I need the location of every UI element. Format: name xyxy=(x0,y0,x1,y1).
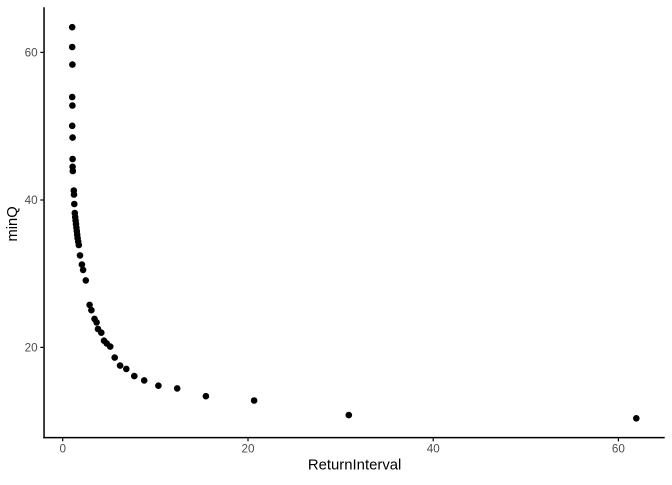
svg-text:20: 20 xyxy=(241,443,255,456)
svg-text:minQ: minQ xyxy=(5,206,21,241)
svg-text:40: 40 xyxy=(25,194,39,207)
svg-text:20: 20 xyxy=(25,342,39,355)
svg-text:40: 40 xyxy=(427,443,441,456)
svg-text:60: 60 xyxy=(25,47,39,60)
svg-text:60: 60 xyxy=(612,443,626,456)
svg-text:ReturnInterval: ReturnInterval xyxy=(308,458,402,474)
svg-text:0: 0 xyxy=(59,443,66,456)
